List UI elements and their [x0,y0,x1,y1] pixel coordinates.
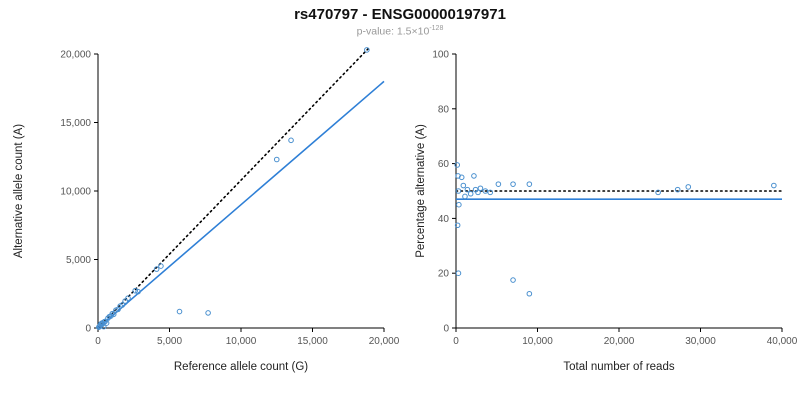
data-point [456,201,462,208]
x-tick-label: 5,000 [157,336,182,347]
data-point [455,270,462,276]
data-point [482,188,489,194]
data-point [475,189,481,196]
x-tick-label: 10,000 [226,336,257,347]
data-point [487,189,494,196]
y-axis-label: Percentage alternative (A) [415,124,427,258]
data-point [122,298,128,304]
data-point [273,156,280,163]
data-point [526,181,533,187]
y-tick-label: 5,000 [66,255,91,266]
x-axis-label: Reference allele count (G) [174,361,308,373]
y-tick-label: 100 [432,50,449,61]
y-tick-label: 15,000 [60,118,91,129]
data-point [455,188,462,194]
data-point [526,290,533,297]
data-point [471,173,477,179]
x-tick-label: 0 [95,336,101,347]
data-point [454,162,461,168]
data-point [135,288,141,295]
page-title: rs470797 - ENSG00000197971 [294,6,506,23]
data-point [458,174,465,181]
data-point [462,193,468,200]
x-tick-label: 20,000 [369,336,400,347]
data-point [655,189,661,196]
data-point [464,186,471,193]
data-point [125,295,131,301]
data-point [477,185,484,192]
y-tick-label: 40 [438,214,450,225]
y-tick-label: 80 [438,104,450,115]
y-axis-label: Alternative allele count (A) [13,124,25,258]
data-point [685,184,692,190]
data-point [153,266,160,272]
pvalue-subtitle: p-value: 1.5×10-128 [0,25,800,38]
figure-header: rs470797 - ENSG00000197971 p-value: 1.5×… [0,0,800,42]
data-point [158,263,164,269]
x-tick-label: 30,000 [685,336,716,347]
x-tick-label: 20,000 [604,336,635,347]
pvalue-text: p-value: 1.5×10 [356,25,430,38]
y-tick-label: 20 [438,269,450,280]
x-tick-label: 0 [453,336,459,347]
left-scatter-plot: 0 5,000 10,000 15,000 20,000 0 5,000 10,000 15,0… [13,46,400,373]
data-point [460,182,467,189]
regression-line [97,80,385,329]
y-tick-label: 0 [85,324,91,335]
pvalue-exponent: -128 [429,25,444,32]
data-point [205,310,211,316]
right-scatter-plot: 0 10,000 20,000 30,000 40,000 0 20 40 60 80 100 Tot… [415,50,798,374]
data-point [288,137,294,144]
data-point [110,311,117,318]
data-point [364,47,370,53]
data-point [510,277,516,283]
x-tick-label: 40,000 [767,336,798,347]
x-axis-label: Total number of reads [563,361,674,373]
data-point [454,222,461,229]
data-point [103,320,110,326]
identity-dotted-line [97,46,371,329]
x-tick-label: 15,000 [297,336,328,347]
data-point [119,302,126,308]
data-point [510,181,516,187]
y-tick-label: 60 [438,159,450,170]
y-tick-label: 20,000 [60,50,91,61]
y-tick-label: 0 [443,324,449,335]
charts-row: 0 5,000 10,000 15,000 20,000 0 5,000 10,000 15,0… [0,42,800,394]
data-point [674,186,681,193]
data-point [771,182,777,189]
data-point [467,190,474,197]
data-point [495,181,502,187]
x-tick-label: 10,000 [522,336,553,347]
y-tick-label: 10,000 [60,187,91,198]
data-point [176,308,183,315]
data-point [132,287,138,294]
data-point [102,318,108,325]
